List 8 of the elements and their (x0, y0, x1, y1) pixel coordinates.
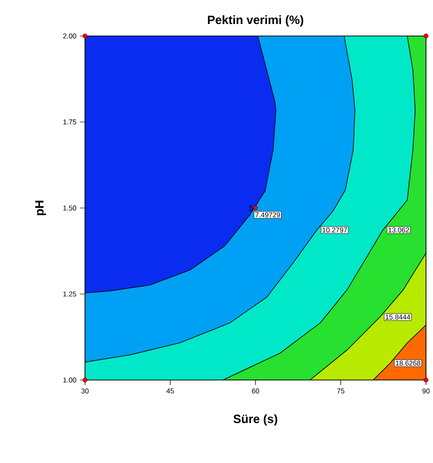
point (82, 378, 88, 382)
chart-title: Pektin verimi (%) (208, 15, 304, 26)
point (424, 34, 428, 38)
y-axis-title: pH (35, 200, 46, 216)
point (424, 378, 428, 382)
annotation: 5 (249, 205, 253, 211)
x-axis-title: Süre (s) (233, 414, 278, 426)
point (82, 34, 88, 38)
